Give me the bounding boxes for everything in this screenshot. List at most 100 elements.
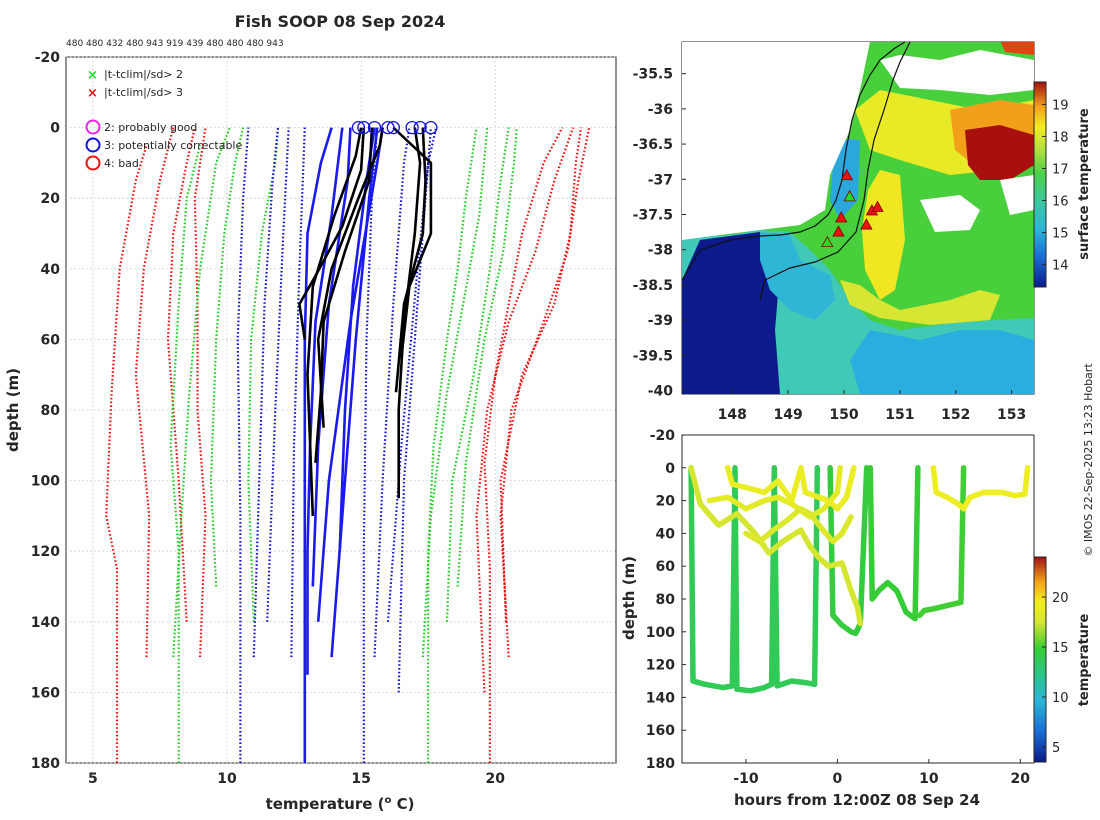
surface-circle-marker <box>381 120 395 135</box>
profile-line <box>475 127 575 693</box>
sst-colorbar-tick-label: 18 <box>1052 130 1069 145</box>
time-y-tick-label: 160 <box>646 723 675 739</box>
time-y-tick-label: 180 <box>646 756 675 772</box>
map-axis-ticks: 148 149 150 151 152 153 -35.5 -36 -36.5 -37 -37.5 -… <box>633 67 1027 423</box>
legend-entry-flag3: 3: potentially correctable <box>85 137 242 153</box>
time-y-tick-label: 0 <box>665 461 675 477</box>
flag-triangle-marker <box>840 168 854 181</box>
y-tick-label: 140 <box>31 615 60 631</box>
y-tick-label: 80 <box>41 403 61 419</box>
legend-entry-flag2: 2: probably good <box>85 119 197 135</box>
legend-marker-circle-red <box>85 155 101 171</box>
map-y-tick-label: -37.5 <box>633 207 673 223</box>
legend-label: |t-tclim|/sd> 2 <box>104 68 183 81</box>
x-tick-label: 5 <box>88 771 98 787</box>
time-y-tick-label: 100 <box>646 625 675 641</box>
legend-marker-circle-blue <box>85 137 101 153</box>
figure-title: Fish SOOP 08 Sep 2024 <box>235 12 446 31</box>
profile-line <box>236 127 250 763</box>
legend-entry-sd2: × |t-tclim|/sd> 2 <box>87 68 183 83</box>
surface-circle-marker <box>413 120 427 135</box>
time-y-tick-label: 120 <box>646 658 675 674</box>
profile-plot: 5 10 15 20 -20 0 20 40 60 80 100 120 140 160 180 × |t-… <box>4 50 617 813</box>
profile-line <box>373 127 411 658</box>
flag-triangle-marker <box>871 200 884 212</box>
coastline <box>682 42 906 281</box>
y-tick-label: 120 <box>31 544 60 560</box>
profile-line <box>394 127 427 393</box>
legend-marker-circle-magenta <box>85 119 101 135</box>
map-y-tick-label: -38 <box>648 243 673 259</box>
temp-colorbar-tick-label: 20 <box>1052 591 1069 606</box>
profile-line <box>316 127 384 622</box>
time-y-tick-label: -20 <box>650 428 676 444</box>
time-y-tick-label: 20 <box>656 494 676 510</box>
y-tick-label: 0 <box>50 121 60 137</box>
depth-time-track <box>724 465 857 512</box>
profile-line <box>483 127 564 763</box>
legend-entry-flag4: 4: bad <box>85 155 139 171</box>
profile-counts: 480 480 432 480 943 919 439 480 480 480 … <box>66 39 284 49</box>
legend-marker-cross-red: × <box>87 86 98 101</box>
sst-colorbar: 14 15 16 17 18 19 surface temperature <box>1033 81 1092 288</box>
sst-map: 148 149 150 151 152 153 -35.5 -36 -36.5 -37 -37.5 -… <box>633 41 1092 423</box>
flag-triangle-marker <box>835 211 848 223</box>
profile-line <box>247 127 280 622</box>
time-y-tick-label: 80 <box>656 592 676 608</box>
profile-line <box>499 127 591 658</box>
y-tick-label: 180 <box>31 756 60 772</box>
profile-line <box>172 127 231 658</box>
profile-line <box>169 145 202 763</box>
profile-line <box>252 127 280 658</box>
legend-entry-sd3: × |t-tclim|/sd> 3 <box>87 86 183 101</box>
profile-line <box>266 127 290 622</box>
map-x-tick-label: 149 <box>774 407 803 423</box>
legend-marker-cross-green: × <box>87 68 98 83</box>
temp-colorbar-tick-label: 10 <box>1052 691 1069 706</box>
profile-y-axis-label: depth (m) <box>4 368 22 452</box>
y-tick-label: 100 <box>31 474 60 490</box>
temperature-colorbar: 5 10 15 20 temperature <box>1033 556 1092 763</box>
profile-line <box>499 127 583 622</box>
profile-line <box>193 127 207 658</box>
profile-line <box>397 127 432 693</box>
map-y-tick-label: -36 <box>648 102 673 118</box>
temperature-colorbar-label: temperature <box>1077 614 1092 707</box>
depth-time-track <box>743 506 854 545</box>
surface-circle-marker <box>367 120 382 135</box>
surface-circle-marker <box>351 120 366 135</box>
profile-line <box>105 144 148 763</box>
surface-circle-marker <box>424 120 438 135</box>
map-x-tick-label: 153 <box>997 407 1026 423</box>
depth-time-plot: -10 0 10 20 -20 0 20 40 60 80 100 120 140 160 180 hour… <box>620 428 1092 809</box>
sst-colorbar-tick-label: 15 <box>1052 227 1069 242</box>
depth-time-track <box>867 465 921 622</box>
y-tick-label: 60 <box>41 332 61 348</box>
profile-line <box>421 127 489 658</box>
profile-line <box>330 127 379 658</box>
depth-time-track <box>916 465 967 619</box>
time-x-tick-label: -10 <box>733 771 759 787</box>
depth-time-track <box>688 465 821 694</box>
profile-grid <box>66 56 616 764</box>
sst-colorbar-ticks: 14 15 16 17 18 19 <box>1042 98 1069 274</box>
depth-time-track <box>930 465 1031 512</box>
legend-label: 2: probably good <box>104 121 197 134</box>
credit-text: © IMOS 22-Sep-2025 13:23 Hobart <box>1082 363 1095 557</box>
x-tick-label: 15 <box>351 771 370 787</box>
map-y-tick-label: -36.5 <box>633 137 673 153</box>
map-y-tick-label: -38.5 <box>633 278 673 294</box>
shelf-contour <box>759 42 911 301</box>
profile-x-axis-label: temperature (o C) <box>266 795 415 813</box>
map-y-tick-label: -39 <box>648 313 673 329</box>
depth-time-y-axis-label: depth (m) <box>620 556 638 640</box>
depth-time-tracks <box>688 465 1031 694</box>
y-tick-label: 40 <box>41 262 61 278</box>
map-y-tick-label: -40 <box>648 383 674 399</box>
sst-colorbar-tick-label: 14 <box>1052 259 1069 274</box>
profile-line <box>456 127 518 587</box>
profile-axis-ticks: 5 10 15 20 -20 0 20 40 60 80 100 120 140 160 180 <box>31 50 506 787</box>
x-tick-label: 20 <box>486 771 506 787</box>
depth-time-track <box>688 465 864 627</box>
